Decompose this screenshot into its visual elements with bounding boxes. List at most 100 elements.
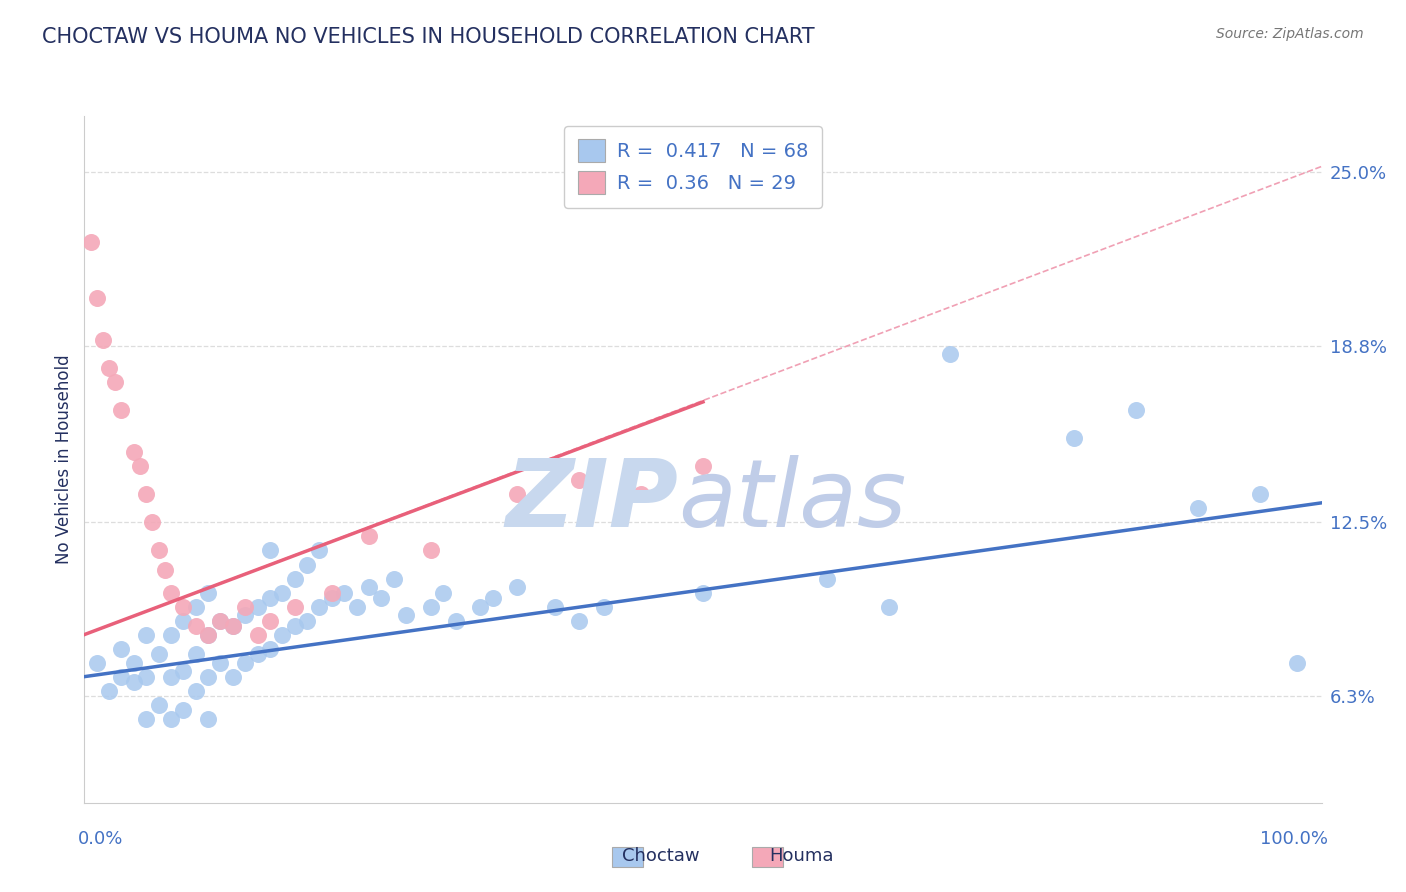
Point	[233, 599, 256, 614]
Point	[222, 619, 245, 633]
Point	[506, 487, 529, 501]
Point	[122, 675, 145, 690]
Point	[197, 670, 219, 684]
Point	[222, 619, 245, 633]
Point	[543, 599, 565, 614]
Point	[135, 712, 157, 726]
Point	[91, 333, 114, 347]
Point	[148, 543, 170, 558]
Text: Choctaw: Choctaw	[621, 847, 700, 865]
Text: 100.0%: 100.0%	[1260, 830, 1327, 848]
Point	[444, 614, 467, 628]
Point	[129, 459, 152, 474]
Point	[184, 619, 207, 633]
Point	[246, 627, 269, 641]
Point	[160, 670, 183, 684]
Point	[1125, 403, 1147, 417]
Point	[110, 403, 132, 417]
Point	[135, 670, 157, 684]
Point	[321, 591, 343, 606]
Point	[259, 614, 281, 628]
Point	[172, 664, 194, 678]
Point	[122, 445, 145, 459]
Point	[271, 585, 294, 599]
Point	[346, 599, 368, 614]
Point	[419, 599, 441, 614]
Point	[135, 487, 157, 501]
Point	[104, 376, 127, 390]
Point	[692, 459, 714, 474]
Point	[172, 614, 194, 628]
Point	[184, 647, 207, 661]
Point	[481, 591, 503, 606]
Point	[419, 543, 441, 558]
Text: CHOCTAW VS HOUMA NO VEHICLES IN HOUSEHOLD CORRELATION CHART: CHOCTAW VS HOUMA NO VEHICLES IN HOUSEHOL…	[42, 27, 815, 46]
Point	[295, 614, 318, 628]
Point	[1187, 501, 1209, 516]
Point	[593, 599, 616, 614]
Point	[79, 235, 101, 249]
Point	[246, 599, 269, 614]
Point	[815, 572, 838, 586]
Point	[160, 712, 183, 726]
Point	[259, 543, 281, 558]
Point	[148, 698, 170, 712]
Point	[470, 599, 492, 614]
Point	[370, 591, 392, 606]
Point	[172, 703, 194, 717]
Point	[172, 599, 194, 614]
Legend: R =  0.417   N = 68, R =  0.36   N = 29: R = 0.417 N = 68, R = 0.36 N = 29	[564, 126, 821, 208]
Point	[357, 580, 380, 594]
Point	[209, 614, 232, 628]
Point	[259, 591, 281, 606]
Point	[692, 585, 714, 599]
Point	[308, 599, 330, 614]
Point	[222, 670, 245, 684]
Point	[122, 656, 145, 670]
Point	[197, 627, 219, 641]
Point	[284, 599, 307, 614]
Text: ZIP: ZIP	[505, 455, 678, 547]
Point	[357, 529, 380, 543]
Text: Houma: Houma	[769, 847, 834, 865]
Point	[148, 647, 170, 661]
Point	[1249, 487, 1271, 501]
Point	[284, 572, 307, 586]
Point	[1285, 656, 1308, 670]
Text: atlas: atlas	[678, 455, 907, 546]
Point	[939, 347, 962, 361]
Point	[568, 474, 591, 488]
Point	[135, 627, 157, 641]
Point	[395, 607, 418, 622]
Point	[308, 543, 330, 558]
Text: Source: ZipAtlas.com: Source: ZipAtlas.com	[1216, 27, 1364, 41]
Y-axis label: No Vehicles in Household: No Vehicles in Household	[55, 354, 73, 565]
Point	[333, 585, 356, 599]
Point	[259, 641, 281, 656]
Point	[209, 614, 232, 628]
Point	[184, 683, 207, 698]
Point	[295, 558, 318, 572]
Point	[197, 585, 219, 599]
Text: 0.0%: 0.0%	[79, 830, 124, 848]
Point	[86, 291, 108, 305]
Point	[506, 580, 529, 594]
Point	[246, 647, 269, 661]
Point	[630, 487, 652, 501]
Point	[271, 627, 294, 641]
Point	[110, 670, 132, 684]
Point	[432, 585, 454, 599]
Point	[160, 627, 183, 641]
Point	[1063, 431, 1085, 445]
Point	[209, 656, 232, 670]
Point	[110, 641, 132, 656]
Point	[233, 607, 256, 622]
Point	[284, 619, 307, 633]
Point	[321, 585, 343, 599]
Point	[86, 656, 108, 670]
Point	[184, 599, 207, 614]
Point	[153, 563, 176, 577]
Point	[197, 712, 219, 726]
Point	[98, 361, 121, 376]
Point	[141, 516, 163, 530]
